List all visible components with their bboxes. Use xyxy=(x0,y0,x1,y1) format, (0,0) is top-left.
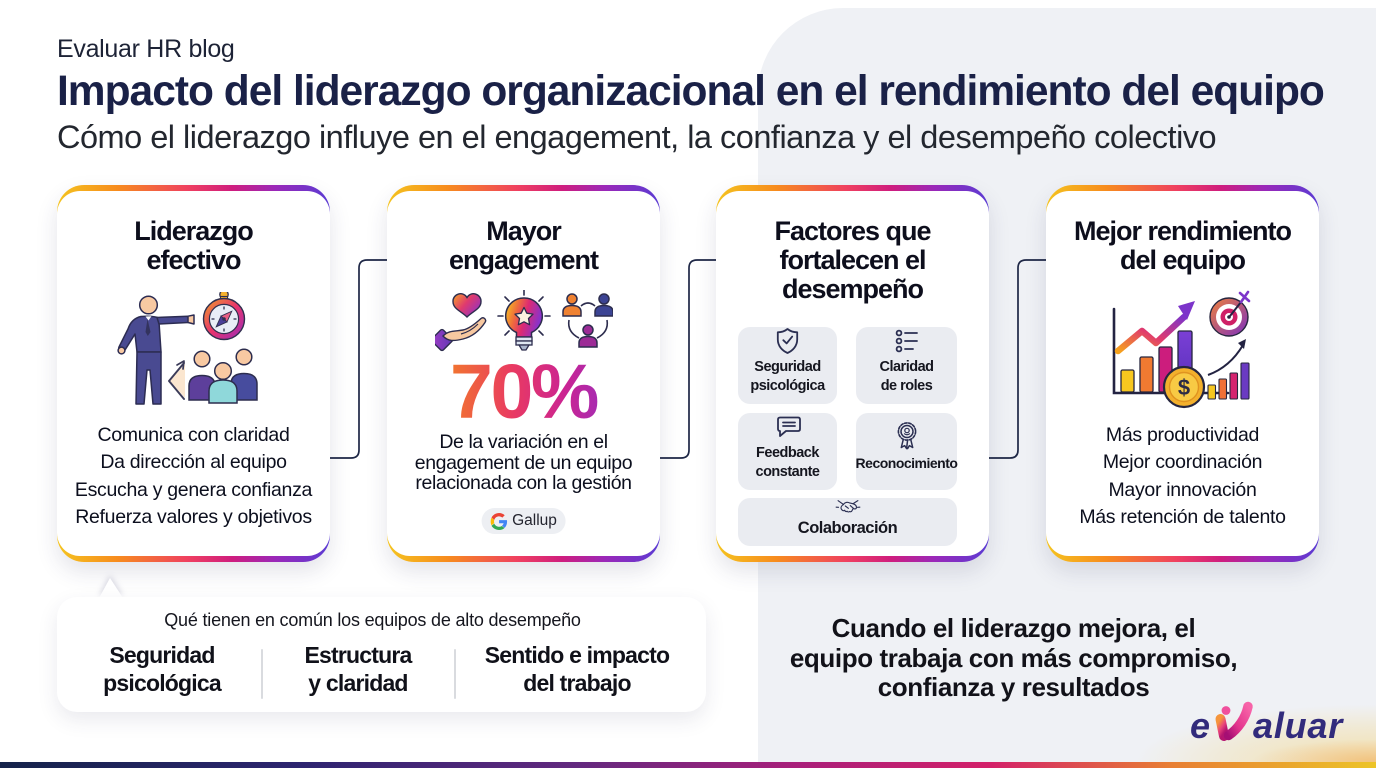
svg-text:e: e xyxy=(1190,705,1210,746)
svg-text:$: $ xyxy=(1178,375,1190,400)
svg-text:aluar: aluar xyxy=(1253,705,1344,746)
